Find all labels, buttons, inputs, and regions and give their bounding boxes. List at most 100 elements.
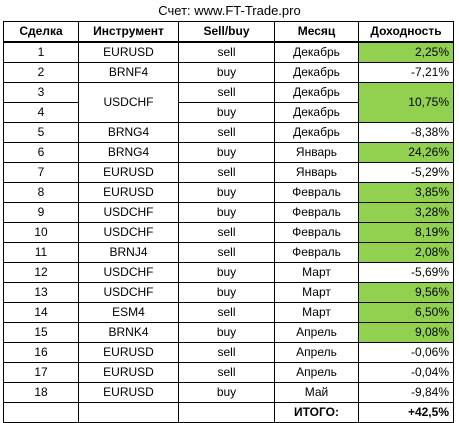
instrument-cell: USDCHF [78, 82, 179, 123]
trade-number-cell: 12 [3, 262, 79, 283]
month-cell: Март [274, 282, 359, 303]
table-row: 7 EURUSD sell Январь -5,29% [3, 162, 454, 183]
yield-cell: 2,25% [358, 41, 454, 63]
instrument-cell: EURUSD [78, 41, 179, 63]
table-row: 6 BRNG4 buy Январь 24,26% [3, 142, 454, 163]
header-trade: Сделка [3, 21, 79, 43]
instrument-cell: USDCHF [78, 222, 179, 243]
trade-number-cell: 9 [3, 202, 79, 223]
month-cell: Декабрь [274, 82, 359, 103]
table-row: 5 BRNG4 sell Декабрь -8,38% [3, 122, 454, 143]
month-cell: Апрель [274, 362, 359, 383]
month-cell: Январь [274, 142, 359, 163]
trade-number-cell: 15 [3, 322, 79, 343]
side-cell: sell [178, 41, 275, 63]
instrument-cell: BRNF4 [78, 62, 179, 83]
trade-number-cell: 16 [3, 342, 79, 363]
trade-number-cell: 4 [3, 102, 79, 123]
yield-cell: 3,28% [358, 202, 454, 223]
trade-number-cell: 11 [3, 242, 79, 263]
table-row: 9 USDCHF buy Февраль 3,28% [3, 202, 454, 223]
trades-table: Сделка Инструмент Sell/buy Месяц Доходно… [3, 21, 454, 423]
side-cell: buy [178, 282, 275, 303]
month-cell: Февраль [274, 202, 359, 223]
trade-number-cell: 3 [3, 82, 79, 103]
instrument-cell: ESM4 [78, 302, 179, 323]
yield-cell: 8,19% [358, 222, 454, 243]
instrument-cell: EURUSD [78, 182, 179, 203]
trade-number-cell: 7 [3, 162, 79, 183]
table-row: 8 EURUSD buy Февраль 3,85% [3, 182, 454, 203]
month-cell: Декабрь [274, 122, 359, 143]
table-row: 17 EURUSD sell Апрель -0,04% [3, 362, 454, 383]
instrument-cell: USDCHF [78, 202, 179, 223]
yield-cell: -0,06% [358, 342, 454, 363]
header-yield: Доходность [358, 21, 454, 43]
total-label: ИТОГО: [274, 402, 359, 423]
month-cell: Январь [274, 162, 359, 183]
yield-cell: 9,56% [358, 282, 454, 303]
header-side: Sell/buy [178, 21, 275, 43]
yield-cell: 3,85% [358, 182, 454, 203]
instrument-cell: BRNJ4 [78, 242, 179, 263]
trade-number-cell: 1 [3, 41, 79, 63]
month-cell: Март [274, 302, 359, 323]
table-row: 3 USDCHF sell Декабрь 10,75% [3, 82, 454, 123]
account-title: Счет: www.FT-Trade.pro [158, 3, 301, 18]
month-cell: Февраль [274, 242, 359, 263]
side-cell: buy [178, 102, 275, 123]
side-cell: sell [178, 82, 275, 103]
yield-cell: -5,69% [358, 262, 454, 283]
side-cell: buy [178, 322, 275, 343]
instrument-cell: BRNG4 [78, 142, 179, 163]
side-cell: sell [178, 302, 275, 323]
header-month: Месяц [274, 21, 359, 43]
side-cell: buy [178, 182, 275, 203]
month-cell: Май [274, 382, 359, 403]
side-cell: sell [178, 342, 275, 363]
yield-cell: 2,08% [358, 242, 454, 263]
header-row: Сделка Инструмент Sell/buy Месяц Доходно… [3, 21, 454, 43]
trade-number-cell: 17 [3, 362, 79, 383]
instrument-cell: EURUSD [78, 362, 179, 383]
yield-cell: 9,08% [358, 322, 454, 343]
yield-cell: 10,75% [358, 82, 454, 123]
table-row: 13 USDCHF buy Март 9,56% [3, 282, 454, 303]
instrument-cell: USDCHF [78, 262, 179, 283]
table-row: 16 EURUSD sell Апрель -0,06% [3, 342, 454, 363]
instrument-cell: BRNK4 [78, 322, 179, 343]
side-cell: sell [178, 242, 275, 263]
month-cell: Декабрь [274, 41, 359, 63]
side-cell: buy [178, 202, 275, 223]
instrument-cell: EURUSD [78, 342, 179, 363]
side-cell: sell [178, 122, 275, 143]
table-row: 10 USDCHF sell Февраль 8,19% [3, 222, 454, 243]
side-cell: sell [178, 162, 275, 183]
trade-number-cell: 2 [3, 62, 79, 83]
yield-cell: -9,84% [358, 382, 454, 403]
trade-number-cell: 5 [3, 122, 79, 143]
month-cell: Декабрь [274, 62, 359, 83]
month-cell: Март [274, 262, 359, 283]
side-cell: buy [178, 142, 275, 163]
yield-cell: -8,38% [358, 122, 454, 143]
side-cell: buy [178, 62, 275, 83]
table-row: 1 EURUSD sell Декабрь 2,25% [3, 41, 454, 63]
yield-cell: 24,26% [358, 142, 454, 163]
trade-number-cell: 18 [3, 382, 79, 403]
side-cell: buy [178, 382, 275, 403]
yield-cell: -7,21% [358, 62, 454, 83]
month-cell: Апрель [274, 322, 359, 343]
instrument-cell: EURUSD [78, 162, 179, 183]
month-cell: Декабрь [274, 102, 359, 123]
month-cell: Февраль [274, 222, 359, 243]
month-cell: Апрель [274, 342, 359, 363]
table-row: 4 buy Декабрь [3, 102, 454, 123]
header-instrument: Инструмент [78, 21, 179, 43]
table-row: 15 BRNK4 buy Апрель 9,08% [3, 322, 454, 343]
side-cell: sell [178, 362, 275, 383]
side-cell: buy [178, 262, 275, 283]
table-row: 12 USDCHF buy Март -5,69% [3, 262, 454, 283]
trade-number-cell: 6 [3, 142, 79, 163]
yield-cell: -5,29% [358, 162, 454, 183]
